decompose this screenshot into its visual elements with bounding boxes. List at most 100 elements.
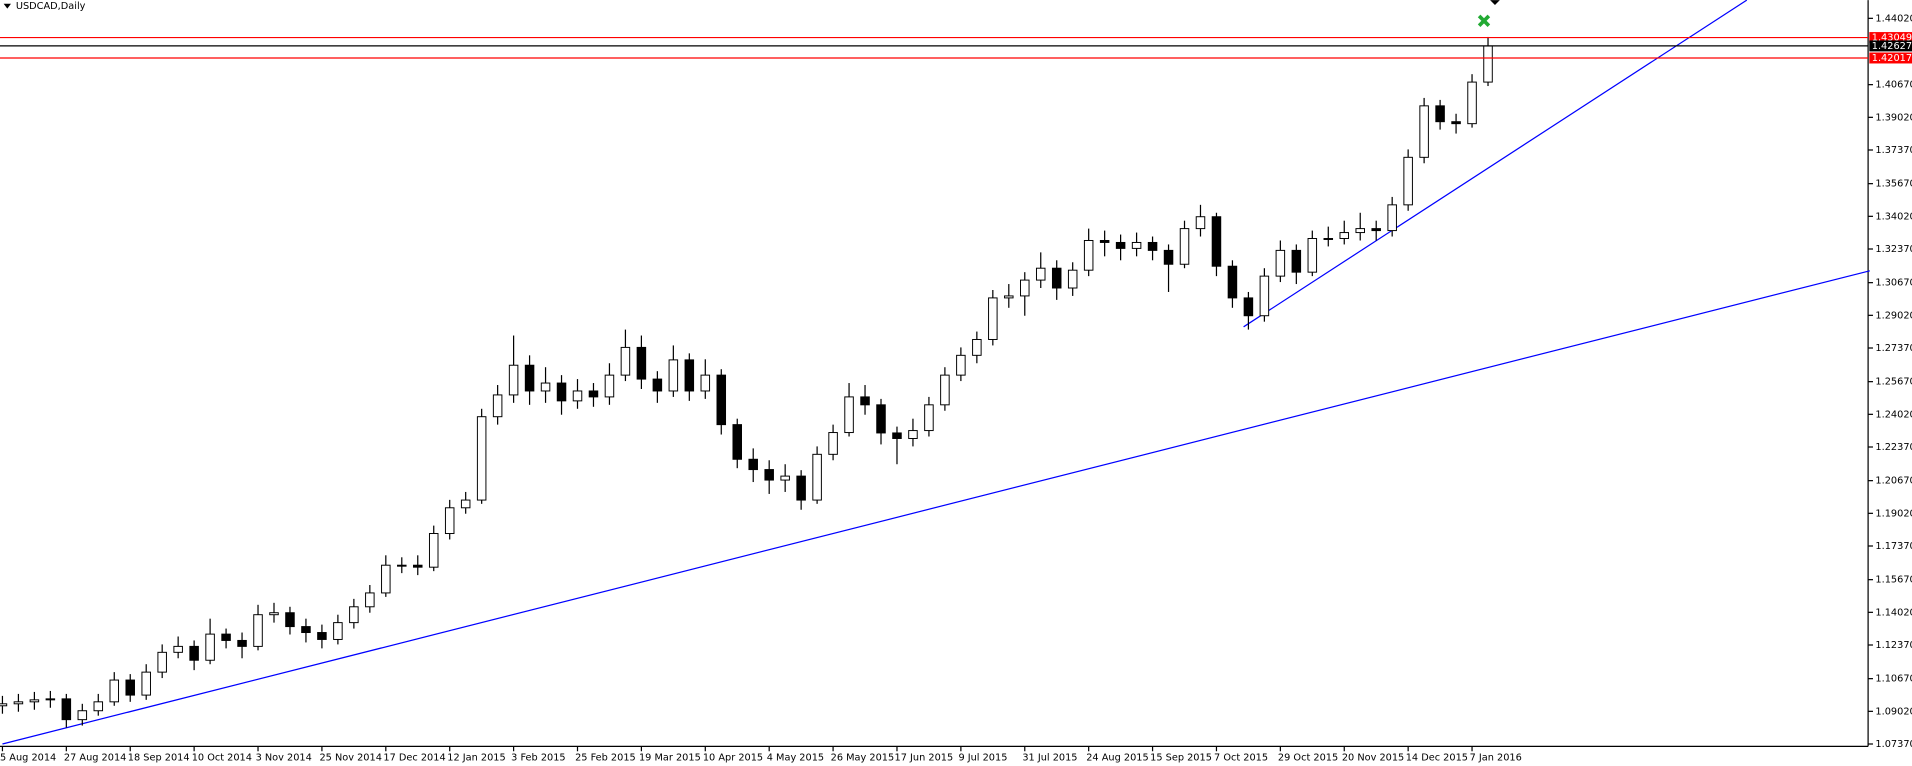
x-tick-label: 26 May 2015: [831, 752, 895, 763]
candle-body: [700, 374, 711, 392]
candle-body: [716, 374, 727, 426]
x-tick-label: 4 May 2015: [767, 752, 824, 763]
candle-body: [413, 564, 423, 568]
candle-body: [1403, 156, 1413, 206]
x-tick-label: 5 Aug 2014: [0, 752, 56, 763]
candle-body: [1275, 249, 1286, 277]
y-tick-label: 1.37370: [1875, 145, 1912, 156]
candle-body: [45, 698, 56, 701]
candle-body: [492, 394, 503, 418]
x-tick-label: 17 Dec 2014: [383, 752, 445, 763]
trend-line: [1243, 0, 1748, 328]
candle-body: [157, 651, 167, 673]
x-tick-label: 18 Sep 2014: [128, 752, 190, 763]
candle-body: [1227, 265, 1238, 299]
candle-body: [269, 612, 279, 616]
candle-body: [476, 416, 487, 501]
price-level-box: [1869, 40, 1912, 52]
x-tick-label: 7 Jan 2016: [1470, 752, 1522, 763]
candle-body: [349, 606, 359, 624]
candle-body: [285, 612, 295, 628]
candle-body: [796, 475, 806, 501]
x-tick-label: 25 Nov 2014: [319, 752, 381, 763]
candle-body: [1419, 105, 1429, 158]
candle-body: [253, 614, 263, 647]
candle-body: [93, 701, 104, 712]
candle-body: [77, 710, 88, 721]
candle-body: [1323, 238, 1334, 240]
y-tick-label: 1.09020: [1875, 706, 1912, 717]
candle-body: [972, 338, 982, 356]
candle-body: [1099, 239, 1110, 243]
x-tick-label: 7 Oct 2015: [1214, 752, 1268, 763]
price-level-label: 1.42017: [1872, 53, 1912, 64]
candle-body: [1083, 239, 1094, 271]
candle-body: [1387, 204, 1397, 232]
candle-body: [924, 404, 934, 432]
x-tick-label: 14 Dec 2015: [1406, 752, 1468, 763]
candle-body: [0, 703, 8, 707]
x-tick-label: 10 Apr 2015: [703, 752, 763, 763]
y-tick-label: 1.25670: [1875, 377, 1912, 388]
candle-body: [860, 396, 870, 406]
menu-arrow[interactable]: [3, 3, 11, 9]
candle-body: [317, 632, 327, 640]
candle-body: [1020, 279, 1030, 297]
candle-body: [460, 499, 471, 509]
candle-body: [1243, 297, 1254, 317]
y-tick-label: 1.34020: [1875, 211, 1912, 222]
arrow-marker: [1490, 0, 1500, 5]
x-tick-label: 15 Sep 2015: [1150, 752, 1212, 763]
y-tick-label: 1.27370: [1875, 343, 1912, 354]
price-level-label: 1.42627: [1872, 41, 1912, 52]
candle-body: [812, 453, 822, 501]
x-tick-label: 27 Aug 2014: [64, 752, 126, 763]
candle-body: [940, 374, 950, 406]
candle-body: [301, 626, 311, 634]
price-level-box: [1869, 52, 1912, 64]
candle-body: [844, 396, 854, 434]
candle-body: [1211, 216, 1222, 267]
chart-title: USDCAD,Daily: [16, 1, 86, 12]
candle-body: [956, 354, 966, 376]
y-tick-label: 1.24020: [1875, 409, 1912, 420]
candle-body: [540, 382, 551, 392]
y-tick-label: 1.29020: [1875, 310, 1912, 321]
y-tick-label: 1.19020: [1875, 508, 1912, 519]
price-level-label: 1.43049: [1872, 33, 1912, 44]
y-tick-label: 1.39020: [1875, 112, 1912, 123]
candle-body: [908, 430, 918, 439]
candle-body: [1467, 81, 1477, 125]
candle-body: [988, 297, 998, 340]
candle-body: [205, 633, 215, 661]
candle-body: [588, 390, 599, 398]
candle-body: [381, 564, 391, 594]
candle-body: [109, 679, 120, 703]
candle-body: [524, 364, 535, 392]
candle-body: [29, 699, 40, 703]
candle-body: [1147, 241, 1158, 251]
x-tick-label: 17 Jun 2015: [895, 752, 954, 763]
candle-body: [1307, 238, 1318, 273]
y-tick-label: 1.10670: [1875, 674, 1912, 685]
candle-body: [572, 390, 583, 402]
y-tick-label: 1.14020: [1875, 607, 1912, 618]
object-marker: [1477, 14, 1491, 28]
candle-body: [892, 432, 902, 439]
candle-body: [125, 679, 135, 696]
candle-body: [444, 507, 455, 535]
y-tick-label: 1.22370: [1875, 442, 1912, 453]
y-tick-label: 1.20670: [1875, 476, 1912, 487]
y-tick-label: 1.35670: [1875, 179, 1912, 190]
candle-body: [636, 346, 647, 380]
x-tick-label: 29 Oct 2015: [1278, 752, 1338, 763]
x-tick-label: 31 Jul 2015: [1022, 752, 1077, 763]
candle-body: [1451, 121, 1461, 125]
candle-body: [764, 469, 774, 481]
candle-body: [1355, 228, 1365, 234]
candle-body: [1195, 216, 1206, 230]
x-tick-label: 20 Nov 2015: [1342, 752, 1404, 763]
